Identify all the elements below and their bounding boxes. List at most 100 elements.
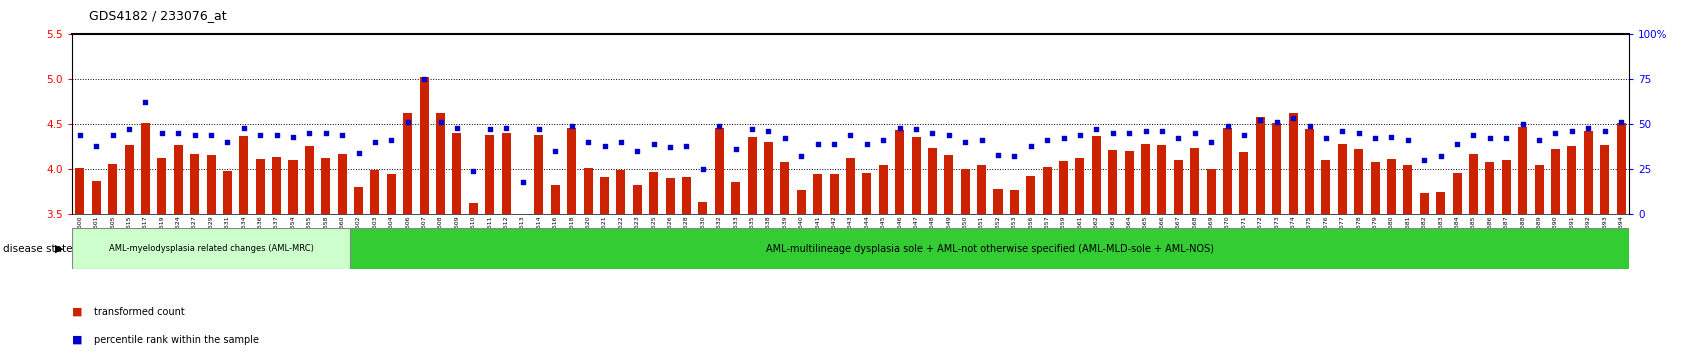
Point — [1557, 128, 1584, 134]
Point — [852, 141, 880, 147]
Point — [280, 134, 307, 139]
Point — [459, 168, 486, 174]
Point — [1246, 118, 1274, 123]
Point — [656, 144, 684, 150]
Point — [213, 139, 240, 145]
Bar — [895, 130, 904, 214]
Point — [1115, 130, 1142, 136]
Point — [1344, 130, 1371, 136]
Bar — [1354, 149, 1362, 214]
Point — [525, 126, 552, 132]
Bar — [714, 127, 723, 214]
Bar — [1500, 160, 1511, 214]
Bar — [271, 157, 281, 214]
Point — [247, 132, 275, 138]
Bar — [501, 133, 510, 214]
Bar — [1156, 145, 1166, 214]
Bar — [1582, 131, 1592, 214]
Bar — [288, 160, 297, 214]
Point — [230, 125, 257, 130]
Point — [361, 139, 389, 145]
Bar — [239, 136, 249, 214]
Bar — [829, 175, 839, 214]
Point — [1591, 128, 1618, 134]
Point — [639, 141, 667, 147]
Point — [885, 125, 912, 130]
Point — [919, 130, 946, 136]
Point — [771, 136, 798, 141]
Point — [1361, 136, 1388, 141]
Bar — [321, 158, 331, 214]
Bar — [928, 148, 936, 214]
Point — [542, 148, 569, 154]
Point — [672, 143, 699, 148]
Bar — [551, 185, 559, 214]
Point — [624, 148, 651, 154]
Point — [835, 132, 863, 138]
Point — [295, 130, 322, 136]
Point — [1262, 119, 1289, 125]
Bar — [142, 123, 150, 214]
Bar — [189, 154, 199, 214]
Point — [99, 132, 126, 138]
Point — [1606, 119, 1633, 125]
Bar — [452, 133, 460, 214]
Bar — [256, 159, 264, 214]
Bar — [878, 165, 887, 214]
Point — [1016, 143, 1043, 148]
Bar — [1042, 167, 1050, 214]
Bar — [107, 164, 118, 214]
Point — [967, 137, 994, 143]
Point — [984, 152, 1011, 158]
Bar — [355, 187, 363, 214]
Bar — [338, 154, 346, 214]
Bar — [1141, 144, 1149, 214]
Point — [689, 166, 716, 172]
Point — [329, 132, 356, 138]
Bar — [1517, 127, 1526, 214]
Point — [1475, 136, 1502, 141]
Point — [443, 125, 471, 130]
Point — [788, 154, 815, 159]
Bar — [1190, 148, 1199, 214]
Bar — [747, 137, 755, 214]
Bar — [1272, 123, 1280, 214]
Point — [1033, 137, 1061, 143]
Bar — [600, 177, 609, 214]
Point — [1001, 154, 1028, 159]
Point — [411, 76, 438, 81]
Point — [934, 132, 962, 138]
Bar — [731, 182, 740, 214]
Bar — [518, 214, 527, 216]
Text: AML-multilineage dysplasia sole + AML-not otherwise specified (AML-MLD-sole + AM: AML-multilineage dysplasia sole + AML-no… — [766, 244, 1212, 254]
Point — [951, 139, 979, 145]
Point — [198, 132, 225, 138]
Text: GDS4182 / 233076_at: GDS4182 / 233076_at — [89, 9, 227, 22]
Point — [476, 126, 503, 132]
Bar — [1386, 159, 1395, 214]
Text: ■: ■ — [72, 335, 82, 345]
Text: transformed count: transformed count — [94, 307, 184, 316]
Bar — [1451, 173, 1461, 214]
Bar — [977, 165, 985, 214]
Point — [754, 128, 781, 134]
Bar — [1550, 149, 1558, 214]
Point — [1066, 132, 1093, 138]
Point — [1098, 130, 1125, 136]
Bar — [1485, 162, 1494, 214]
Point — [1083, 126, 1110, 132]
Bar — [174, 145, 182, 214]
Text: ▶: ▶ — [55, 244, 63, 254]
Text: disease state: disease state — [3, 244, 73, 254]
Point — [312, 130, 339, 136]
Bar — [796, 190, 805, 214]
Point — [426, 119, 454, 125]
Point — [508, 179, 535, 184]
Bar — [697, 202, 708, 214]
Point — [803, 141, 830, 147]
Bar — [1321, 160, 1330, 214]
Point — [1180, 130, 1207, 136]
Point — [1442, 141, 1470, 147]
Point — [148, 130, 176, 136]
Bar — [633, 185, 641, 214]
